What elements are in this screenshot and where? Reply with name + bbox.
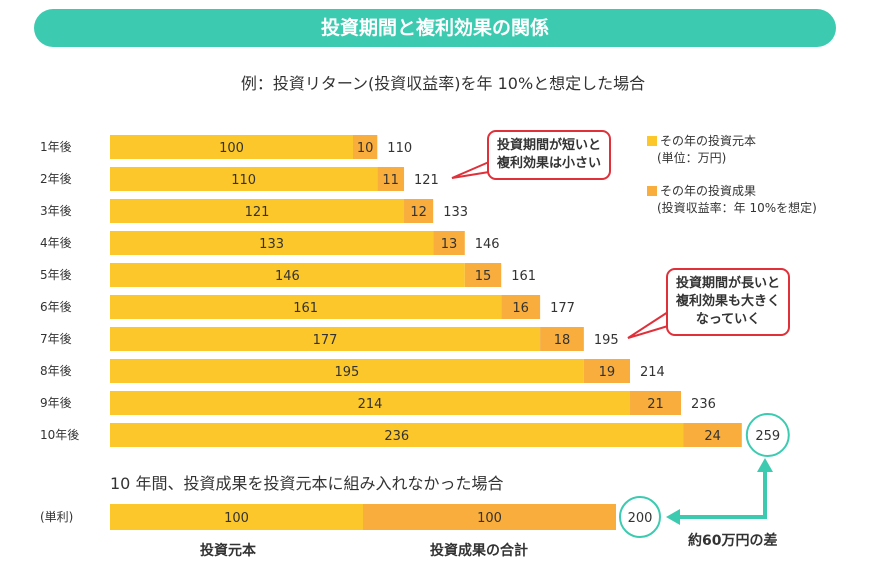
- simple-total-value: 200: [628, 511, 653, 526]
- title-banner: 投資期間と複利効果の関係: [34, 9, 836, 47]
- row-label: 1年後: [40, 140, 72, 154]
- row-label: 5年後: [40, 268, 72, 282]
- bar-gain: [433, 231, 465, 255]
- principal-value-label: 195: [335, 365, 360, 380]
- legend-swatch-gain: [647, 186, 657, 196]
- gain-value-label: 19: [599, 365, 616, 380]
- simple-principal-value: 100: [224, 511, 249, 526]
- total-value-label: 177: [550, 301, 575, 316]
- simple-row-label: (単利): [40, 510, 73, 524]
- simple-gain-value: 100: [477, 511, 502, 526]
- total-value-label: 133: [443, 205, 468, 220]
- legend-note: (単位：万円): [657, 151, 727, 165]
- row-label: 10年後: [40, 428, 79, 442]
- total-value-label: 195: [594, 333, 619, 348]
- bar-gain: [377, 167, 405, 191]
- callout-pointer: [451, 161, 490, 179]
- row-label: 6年後: [40, 300, 72, 314]
- gain-value-label: 10: [357, 141, 374, 156]
- legend-note: (投資収益率：年 10%を想定): [657, 201, 817, 215]
- simple-heading: 10 年間、投資成果を投資元本に組み入れなかった場合: [110, 474, 504, 493]
- arrow-up-icon: [757, 458, 773, 472]
- bar-principal: [110, 199, 405, 223]
- principal-value-label: 110: [231, 173, 256, 188]
- row-label: 2年後: [40, 172, 72, 186]
- total-value-label: 146: [475, 237, 500, 252]
- callout-line: 投資期間が短いと: [497, 138, 602, 153]
- difference-connector: [678, 470, 767, 519]
- callout-pointer: [627, 311, 669, 339]
- bar-principal: [110, 359, 584, 383]
- simple-principal-label: 投資元本: [200, 543, 256, 559]
- row-label: 7年後: [40, 332, 72, 346]
- callout-line: 投資期間が長いと: [676, 276, 781, 291]
- principal-value-label: 121: [245, 205, 270, 220]
- legend-swatch-principal: [647, 136, 657, 146]
- bar-gain: [683, 423, 742, 447]
- principal-value-label: 161: [293, 301, 318, 316]
- bar-principal: [110, 295, 502, 319]
- callout-short-term: 投資期間が短いと 複利効果は小さい: [487, 130, 612, 180]
- bar-principal: [110, 135, 353, 159]
- gain-value-label: 18: [554, 333, 571, 348]
- callout-line: なっていく: [695, 312, 761, 327]
- row-label: 4年後: [40, 236, 72, 250]
- bar-gain: [353, 135, 378, 159]
- bar-principal: [110, 391, 631, 415]
- gain-value-label: 13: [441, 237, 458, 252]
- principal-value-label: 100: [219, 141, 244, 156]
- callout-line: 複利効果は小さい: [497, 156, 602, 171]
- bar-principal: [110, 167, 378, 191]
- bar-gain: [501, 295, 541, 319]
- principal-value-label: 236: [384, 429, 409, 444]
- difference-label: 約60万円の差: [688, 533, 778, 549]
- total-value-label: 214: [640, 365, 665, 380]
- total-circle: [745, 413, 790, 457]
- bar-gain: [583, 359, 631, 383]
- bar-principal: [110, 423, 684, 447]
- principal-value-label: 146: [275, 269, 300, 284]
- simple-bar-gain: [363, 504, 616, 530]
- gain-value-label: 11: [382, 173, 399, 188]
- bar-gain: [540, 327, 584, 351]
- bar-principal: [110, 263, 465, 287]
- row-label: 8年後: [40, 364, 72, 378]
- gain-value-label: 21: [647, 397, 664, 412]
- bar-principal: [110, 231, 434, 255]
- gain-value-label: 12: [410, 205, 427, 220]
- callout-long-term: 投資期間が長いと 複利効果も大きく なっていく: [666, 268, 791, 336]
- callout-line: 複利効果も大きく: [676, 294, 781, 309]
- total-value-label: 236: [691, 397, 716, 412]
- gain-value-label: 24: [704, 429, 721, 444]
- subtitle: 例：投資リターン(投資収益率)を年 10%と想定した場合: [240, 74, 646, 93]
- principal-value-label: 214: [358, 397, 383, 412]
- gain-value-label: 15: [475, 269, 492, 284]
- legend-principal: その年の投資元本 (単位：万円): [647, 133, 756, 167]
- bar-gain: [464, 263, 502, 287]
- simple-total-circle: [619, 496, 661, 538]
- legend-label: その年の投資元本: [660, 134, 757, 148]
- simple-bar-principal: [110, 504, 363, 530]
- total-value-label: 161: [511, 269, 536, 284]
- gain-value-label: 16: [512, 301, 529, 316]
- row-label: 3年後: [40, 204, 72, 218]
- legend-gain: その年の投資成果 (投資収益率：年 10%を想定): [647, 183, 817, 217]
- total-value-label: 259: [755, 429, 780, 444]
- bar-gain: [404, 199, 434, 223]
- row-label: 9年後: [40, 396, 72, 410]
- principal-value-label: 133: [259, 237, 284, 252]
- total-value-label: 110: [387, 141, 412, 156]
- simple-gain-label: 投資成果の合計: [430, 543, 528, 559]
- bar-gain: [630, 391, 682, 415]
- total-value-label: 121: [414, 173, 439, 188]
- arrow-left-icon: [666, 509, 680, 525]
- bar-principal: [110, 327, 541, 351]
- legend-label: その年の投資成果: [660, 184, 757, 198]
- principal-value-label: 177: [313, 333, 338, 348]
